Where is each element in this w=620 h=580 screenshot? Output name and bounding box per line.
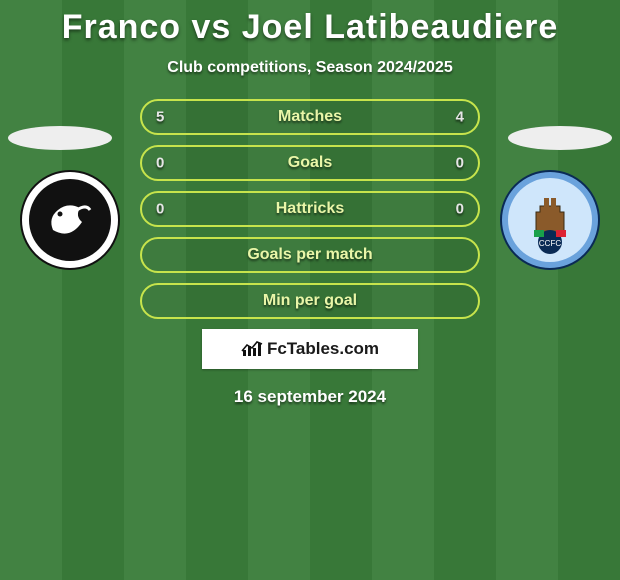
brand-chart-icon xyxy=(241,340,263,358)
club-badge-right: CCFC xyxy=(500,170,600,270)
stat-left-value: 0 xyxy=(156,201,164,218)
stat-label: Min per goal xyxy=(263,292,357,310)
stat-label: Goals xyxy=(288,154,332,172)
player-flag-left xyxy=(8,126,112,150)
swansea-badge-icon xyxy=(20,170,120,270)
stat-row-matches: 5 Matches 4 xyxy=(140,99,480,135)
date-text: 16 september 2024 xyxy=(0,387,620,407)
subtitle: Club competitions, Season 2024/2025 xyxy=(0,59,620,77)
stat-left-value: 5 xyxy=(156,109,164,126)
stat-row-min-per-goal: Min per goal xyxy=(140,283,480,319)
stat-row-goals: 0 Goals 0 xyxy=(140,145,480,181)
stat-row-goals-per-match: Goals per match xyxy=(140,237,480,273)
player-flag-right xyxy=(508,126,612,150)
brand-text: FcTables.com xyxy=(267,339,379,359)
stat-row-hattricks: 0 Hattricks 0 xyxy=(140,191,480,227)
coventry-badge-icon: CCFC xyxy=(500,170,600,270)
stats-container: 5 Matches 4 0 Goals 0 0 Hattricks 0 Goal… xyxy=(140,99,480,319)
stat-right-value: 0 xyxy=(456,201,464,218)
club-badge-left xyxy=(20,170,120,270)
stat-left-value: 0 xyxy=(156,155,164,172)
brand-box[interactable]: FcTables.com xyxy=(202,329,418,369)
page-title: Franco vs Joel Latibeaudiere xyxy=(0,0,620,47)
stat-label: Goals per match xyxy=(247,246,372,264)
svg-text:CCFC: CCFC xyxy=(539,239,561,248)
stat-label: Hattricks xyxy=(276,200,344,218)
stat-right-value: 4 xyxy=(456,109,464,126)
stat-right-value: 0 xyxy=(456,155,464,172)
stat-label: Matches xyxy=(278,108,342,126)
